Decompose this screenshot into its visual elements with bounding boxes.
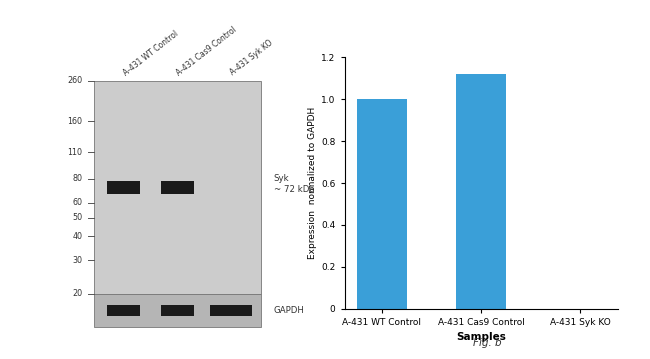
Bar	[94, 81, 261, 294]
X-axis label: Samples: Samples	[456, 332, 506, 342]
Bar	[107, 305, 140, 316]
Text: A-431 Syk KO: A-431 Syk KO	[229, 39, 275, 78]
Bar	[210, 305, 252, 316]
Text: 20: 20	[73, 289, 83, 298]
Text: 60: 60	[73, 198, 83, 207]
Text: 260: 260	[68, 76, 83, 85]
Bar	[94, 294, 261, 327]
Text: 110: 110	[68, 148, 83, 157]
Text: 160: 160	[68, 117, 83, 126]
Text: 80: 80	[73, 174, 83, 183]
Text: 40: 40	[73, 232, 83, 241]
Text: 30: 30	[73, 256, 83, 265]
Bar	[161, 305, 194, 316]
Text: Fig. b: Fig. b	[473, 338, 502, 348]
Y-axis label: Expression  normalized to GAPDH: Expression normalized to GAPDH	[308, 107, 317, 259]
Text: A-431 WT Control: A-431 WT Control	[122, 29, 179, 78]
Text: 50: 50	[73, 213, 83, 222]
Text: A-431 Cas9 Control: A-431 Cas9 Control	[175, 25, 239, 78]
Text: Syk
~ 72 kDa: Syk ~ 72 kDa	[274, 174, 315, 195]
Text: GAPDH: GAPDH	[274, 306, 305, 315]
Bar	[357, 99, 406, 309]
Bar	[107, 181, 140, 194]
Bar	[161, 181, 194, 194]
Bar	[456, 74, 506, 309]
